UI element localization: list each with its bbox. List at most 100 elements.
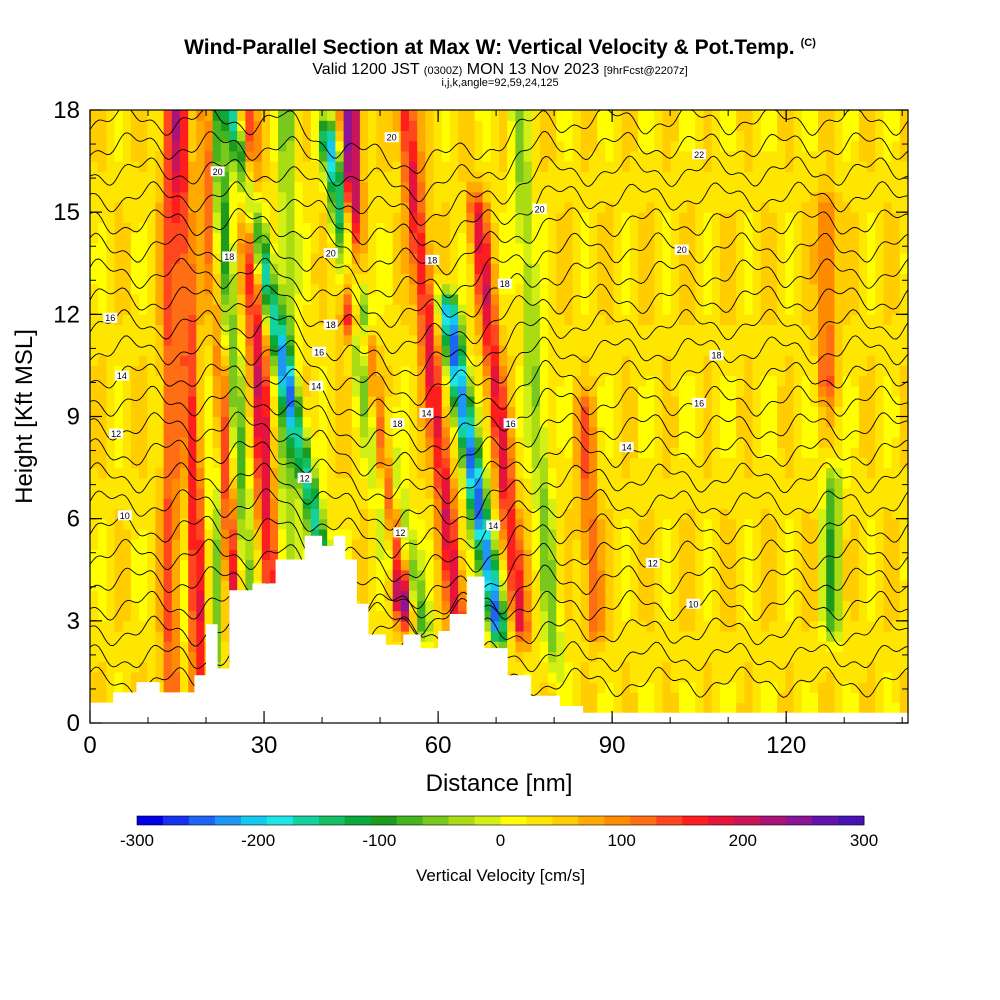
velocity-cell [384, 314, 394, 326]
velocity-cell [531, 467, 541, 479]
velocity-cell [155, 528, 165, 540]
velocity-cell [335, 345, 345, 356]
velocity-cell [237, 232, 246, 244]
velocity-cell [106, 201, 116, 213]
velocity-cell [278, 232, 287, 244]
velocity-cell [760, 631, 770, 642]
velocity-cell [679, 692, 688, 704]
velocity-cell [646, 692, 655, 704]
velocity-cell [163, 569, 173, 581]
velocity-cell [359, 171, 369, 183]
velocity-cell [286, 140, 296, 152]
velocity-cell [188, 528, 197, 540]
velocity-cell [171, 498, 181, 509]
velocity-cell [425, 508, 435, 520]
velocity-cell [736, 232, 745, 244]
velocity-cell [147, 365, 157, 377]
velocity-cell [155, 283, 165, 295]
velocity-cell [90, 191, 99, 203]
velocity-cell [605, 620, 615, 632]
velocity-cell [278, 120, 287, 131]
velocity-cell [139, 590, 148, 601]
velocity-cell [719, 232, 729, 244]
velocity-cell [196, 447, 206, 458]
velocity-cell [719, 253, 729, 264]
velocity-cell [400, 273, 410, 285]
velocity-cell [220, 242, 230, 254]
velocity-cell [752, 110, 762, 121]
velocity-cell [670, 651, 680, 663]
velocity-cell [711, 365, 721, 377]
velocity-cell [155, 324, 165, 336]
velocity-cell [515, 110, 525, 121]
velocity-cell [376, 110, 386, 121]
velocity-cell [180, 447, 189, 458]
velocity-cell [589, 661, 598, 673]
velocity-cell [687, 580, 696, 591]
velocity-cell [310, 416, 320, 428]
velocity-cell [212, 263, 222, 274]
velocity-cell [474, 120, 484, 131]
velocity-cell [539, 150, 549, 162]
velocity-cell [687, 222, 696, 234]
velocity-cell [597, 324, 606, 336]
velocity-cell [335, 242, 345, 254]
velocity-cell [130, 242, 140, 254]
velocity-cell [474, 549, 484, 561]
velocity-cell [90, 436, 99, 448]
velocity-cell [441, 201, 451, 213]
velocity-cell [122, 110, 132, 121]
velocity-cell [531, 212, 541, 223]
velocity-cell [310, 201, 320, 213]
velocity-cell [703, 222, 713, 234]
velocity-cell [122, 171, 132, 183]
velocity-cell [687, 293, 696, 305]
velocity-cell [629, 702, 639, 714]
velocity-cell [147, 620, 157, 632]
velocity-cell [171, 631, 181, 642]
velocity-cell [319, 508, 328, 520]
velocity-cell [728, 212, 737, 223]
velocity-cell [220, 232, 230, 244]
velocity-cell [286, 518, 296, 530]
velocity-cell [531, 549, 541, 561]
velocity-cell [670, 518, 680, 530]
velocity-cell [744, 528, 754, 540]
velocity-cell [589, 631, 598, 642]
velocity-cell [310, 406, 320, 418]
velocity-cell [122, 651, 132, 663]
velocity-cell [605, 590, 615, 601]
velocity-cell [564, 273, 574, 285]
velocity-cell [90, 334, 99, 346]
velocity-cell [621, 304, 631, 315]
velocity-cell [523, 171, 533, 183]
velocity-cell [368, 334, 377, 346]
velocity-cell [90, 120, 99, 131]
velocity-cell [196, 304, 206, 315]
velocity-cell [539, 212, 549, 223]
velocity-cell [719, 569, 729, 581]
velocity-cell [302, 191, 312, 203]
velocity-cell [171, 161, 181, 172]
velocity-cell [736, 130, 745, 142]
velocity-cell [212, 191, 222, 203]
velocity-cell [147, 631, 157, 642]
velocity-cell [736, 375, 745, 387]
velocity-cell [662, 304, 672, 315]
velocity-cell [687, 324, 696, 336]
velocity-cell [90, 212, 99, 223]
velocity-cell [163, 436, 173, 448]
velocity-cell [580, 375, 590, 387]
velocity-cell [122, 253, 132, 264]
velocity-cell [458, 232, 467, 244]
velocity-cell [441, 140, 451, 152]
velocity-cell [523, 580, 533, 591]
velocity-cell [638, 242, 647, 254]
velocity-cell [433, 385, 443, 397]
velocity-cell [253, 447, 263, 458]
velocity-cell [654, 569, 664, 581]
velocity-cell [482, 488, 492, 499]
velocity-cell [523, 426, 533, 438]
velocity-cell [359, 110, 369, 121]
velocity-cell [548, 631, 557, 642]
